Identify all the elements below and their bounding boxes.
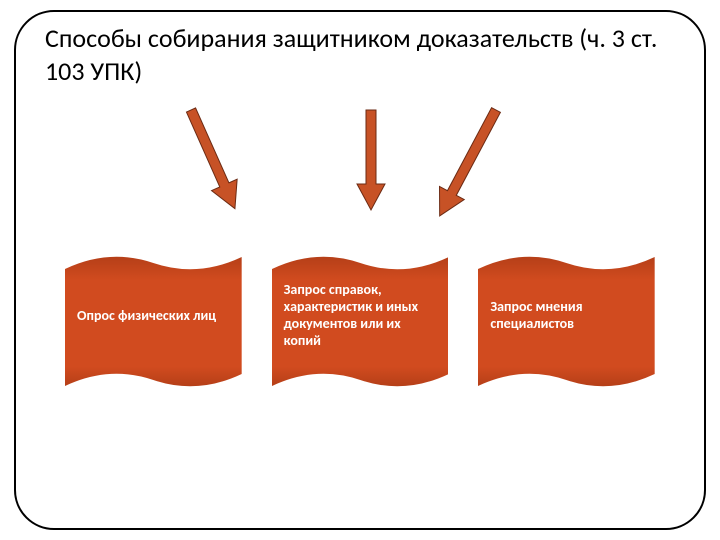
box-label-3: Запрос мнения специалистов	[490, 299, 643, 333]
box-1: Опрос физических лиц	[65, 245, 242, 395]
arrow-2	[355, 108, 387, 212]
box-label-1: Опрос физических лиц	[77, 308, 216, 325]
box-label-2: Запрос справок, характеристик и иных док…	[284, 282, 437, 349]
box-2: Запрос справок, характеристик и иных док…	[272, 245, 449, 395]
box-3: Запрос мнения специалистов	[478, 245, 655, 395]
slide-title: Способы собирания защитником доказательс…	[45, 22, 660, 87]
boxes-row: Опрос физических лиц Запрос справок, хар…	[65, 245, 655, 395]
